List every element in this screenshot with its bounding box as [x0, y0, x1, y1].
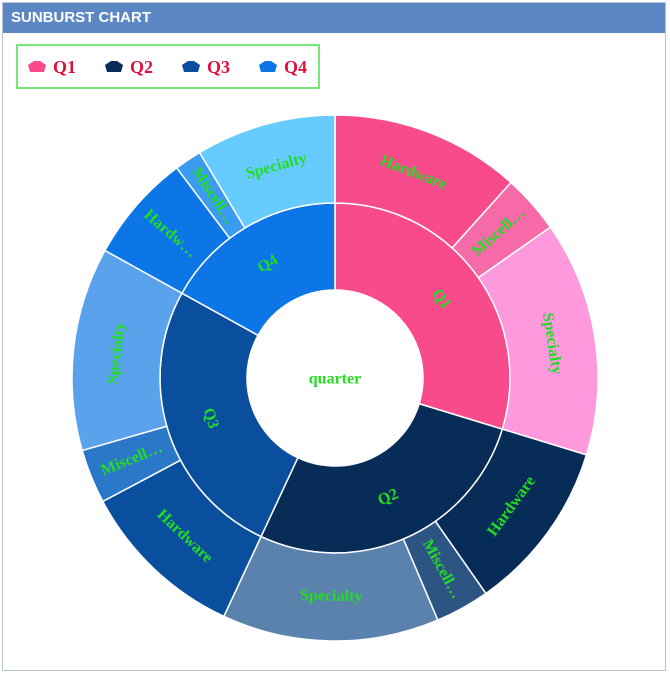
- legend-label[interactable]: Q3: [207, 57, 230, 77]
- panel-header: SUNBURST CHART: [3, 3, 665, 33]
- legend-label[interactable]: Q2: [130, 57, 153, 77]
- segment-label: Specialty: [300, 587, 363, 605]
- legend-label[interactable]: Q1: [53, 57, 76, 77]
- segment-label: Q2: [375, 485, 401, 509]
- segment-label: Specialty: [105, 321, 129, 385]
- legend-label[interactable]: Q4: [284, 57, 307, 77]
- legend-icon[interactable]: [182, 61, 200, 72]
- legend-icon[interactable]: [28, 61, 46, 72]
- legend-icon[interactable]: [259, 61, 277, 72]
- outer-segment: [198, 114, 336, 230]
- segment-label: Q3: [199, 406, 221, 431]
- center-label: quarter: [309, 371, 361, 388]
- legend-icon[interactable]: [105, 61, 123, 72]
- legend-box: [16, 44, 320, 89]
